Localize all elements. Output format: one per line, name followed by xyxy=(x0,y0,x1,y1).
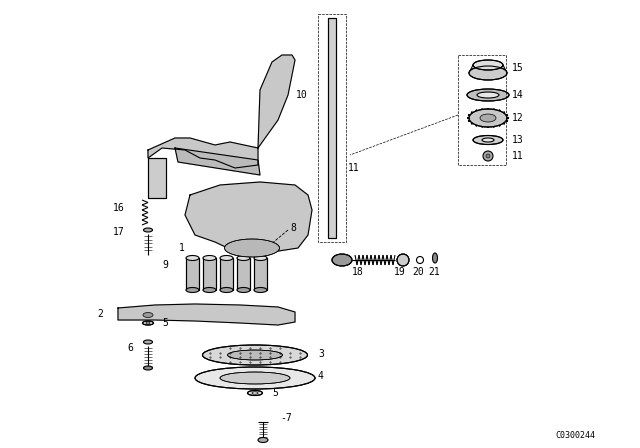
Text: 6: 6 xyxy=(127,343,133,353)
Ellipse shape xyxy=(143,228,152,232)
Ellipse shape xyxy=(477,92,499,98)
Text: 14: 14 xyxy=(512,90,524,100)
Ellipse shape xyxy=(186,288,199,293)
Bar xyxy=(220,258,233,290)
Ellipse shape xyxy=(143,340,152,344)
Ellipse shape xyxy=(467,89,509,101)
Circle shape xyxy=(486,154,490,158)
Text: 5: 5 xyxy=(272,388,278,398)
Ellipse shape xyxy=(143,366,152,370)
Ellipse shape xyxy=(195,367,315,389)
Polygon shape xyxy=(258,55,295,148)
Ellipse shape xyxy=(225,239,280,257)
Ellipse shape xyxy=(397,254,409,266)
Ellipse shape xyxy=(469,109,507,127)
Bar xyxy=(328,18,336,238)
Bar xyxy=(254,258,267,290)
Bar xyxy=(203,258,216,290)
Text: 17: 17 xyxy=(113,227,125,237)
Polygon shape xyxy=(148,138,258,168)
Bar xyxy=(254,258,267,290)
Ellipse shape xyxy=(186,255,199,260)
Text: 4: 4 xyxy=(318,371,324,381)
Ellipse shape xyxy=(237,255,250,260)
Bar xyxy=(186,258,199,290)
Text: -7: -7 xyxy=(280,413,292,423)
Text: 3: 3 xyxy=(318,349,324,359)
Ellipse shape xyxy=(220,288,233,293)
Text: 1: 1 xyxy=(179,243,185,253)
Ellipse shape xyxy=(237,288,250,293)
Ellipse shape xyxy=(143,313,153,318)
Ellipse shape xyxy=(254,255,267,260)
Bar xyxy=(458,55,506,165)
Text: 18: 18 xyxy=(352,267,364,277)
Text: 5: 5 xyxy=(162,318,168,328)
Bar xyxy=(148,158,166,198)
Polygon shape xyxy=(118,304,295,325)
Text: 21: 21 xyxy=(428,267,440,277)
Ellipse shape xyxy=(203,255,216,260)
Ellipse shape xyxy=(433,253,438,263)
Ellipse shape xyxy=(480,114,496,122)
Text: 19: 19 xyxy=(394,267,406,277)
Polygon shape xyxy=(175,148,260,175)
Polygon shape xyxy=(185,182,312,252)
Bar xyxy=(148,158,166,198)
Ellipse shape xyxy=(248,391,262,396)
Text: 11: 11 xyxy=(512,151,524,161)
Text: 11: 11 xyxy=(348,163,360,173)
Bar xyxy=(203,258,216,290)
Bar xyxy=(328,18,336,238)
Ellipse shape xyxy=(482,138,494,142)
Bar xyxy=(237,258,250,290)
Ellipse shape xyxy=(203,288,216,293)
Bar xyxy=(220,258,233,290)
Ellipse shape xyxy=(220,255,233,260)
Text: 10: 10 xyxy=(296,90,308,100)
Text: 9: 9 xyxy=(162,260,168,270)
Ellipse shape xyxy=(143,321,154,325)
Ellipse shape xyxy=(332,254,352,266)
Bar xyxy=(186,258,199,290)
Ellipse shape xyxy=(473,60,503,70)
Circle shape xyxy=(483,151,493,161)
Bar xyxy=(318,14,346,242)
Bar xyxy=(237,258,250,290)
Ellipse shape xyxy=(258,438,268,443)
Text: 12: 12 xyxy=(512,113,524,123)
Text: 20: 20 xyxy=(412,267,424,277)
Ellipse shape xyxy=(473,135,503,145)
Ellipse shape xyxy=(254,288,267,293)
Text: 2: 2 xyxy=(97,309,103,319)
Ellipse shape xyxy=(469,66,507,80)
Text: 15: 15 xyxy=(512,63,524,73)
Text: 13: 13 xyxy=(512,135,524,145)
Ellipse shape xyxy=(227,350,282,360)
Ellipse shape xyxy=(220,372,290,384)
Text: 8: 8 xyxy=(290,223,296,233)
Text: 16: 16 xyxy=(113,203,125,213)
Ellipse shape xyxy=(202,345,307,365)
Text: C0300244: C0300244 xyxy=(555,431,595,439)
